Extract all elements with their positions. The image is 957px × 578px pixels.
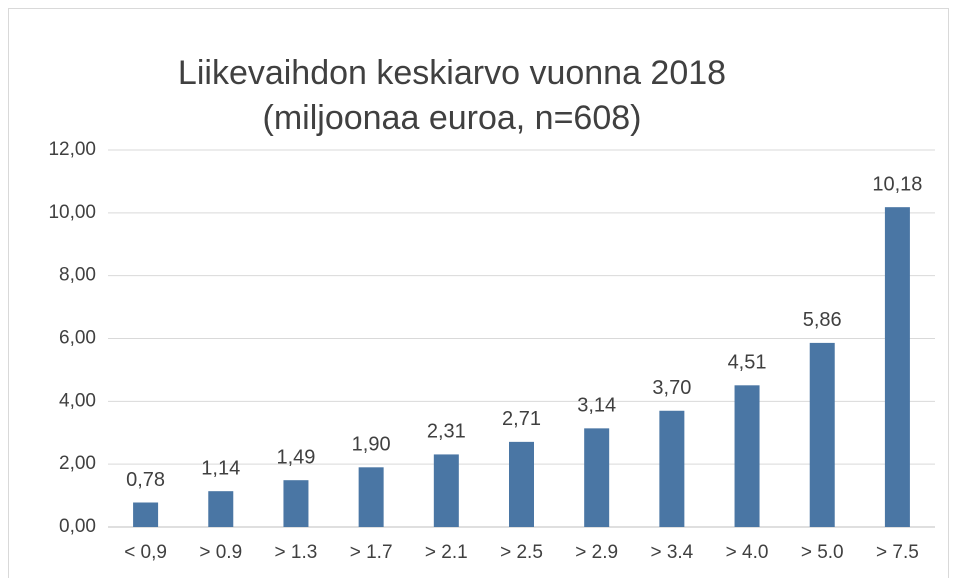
x-tick-label: > 1.3 <box>275 542 318 563</box>
y-tick-label: 4,00 <box>59 390 96 411</box>
value-label: 1,90 <box>352 434 391 456</box>
x-tick-label: > 1.7 <box>350 542 393 563</box>
x-tick-label: > 4.0 <box>726 542 769 563</box>
y-tick-label: 8,00 <box>59 265 96 286</box>
x-tick-label: > 2.9 <box>575 542 618 563</box>
chart-title: (miljoonaa euroa, n=608) <box>263 99 642 137</box>
bar <box>358 467 384 527</box>
bar <box>133 502 159 527</box>
x-tick-label: > 5.0 <box>801 542 844 563</box>
value-label: 3,70 <box>652 377 691 399</box>
value-label: 1,14 <box>201 457 240 479</box>
value-label: 2,31 <box>427 421 466 443</box>
value-label: 0,78 <box>126 469 165 491</box>
chart-border <box>8 8 949 578</box>
value-label: 1,49 <box>276 446 315 468</box>
x-tick-label: > 2.5 <box>500 542 543 563</box>
value-label: 10,18 <box>872 173 922 195</box>
x-tick-label: > 3.4 <box>650 542 693 563</box>
x-tick-label: > 7.5 <box>876 542 919 563</box>
y-tick-label: 6,00 <box>59 328 96 349</box>
x-tick-label: > 2.1 <box>425 542 468 563</box>
bar <box>509 441 534 527</box>
y-tick-label: 0,00 <box>59 516 96 537</box>
y-tick-label: 12,00 <box>48 139 96 160</box>
x-tick-label: < 0,9 <box>124 542 167 563</box>
bar <box>433 454 459 527</box>
value-label: 4,51 <box>728 352 767 374</box>
bar <box>208 491 234 527</box>
value-label: 5,86 <box>803 309 842 331</box>
bar <box>734 385 760 527</box>
bar <box>584 428 610 527</box>
bar <box>884 207 910 527</box>
chart-title: Liikevaihdon keskiarvo vuonna 2018 <box>178 54 726 92</box>
bar <box>809 342 835 527</box>
y-tick-label: 2,00 <box>59 453 96 474</box>
bar <box>283 480 309 527</box>
bar <box>659 410 685 527</box>
x-tick-label: > 0.9 <box>199 542 242 563</box>
y-tick-label: 10,00 <box>48 202 96 223</box>
value-label: 2,71 <box>502 408 541 430</box>
value-label: 3,14 <box>577 395 616 417</box>
